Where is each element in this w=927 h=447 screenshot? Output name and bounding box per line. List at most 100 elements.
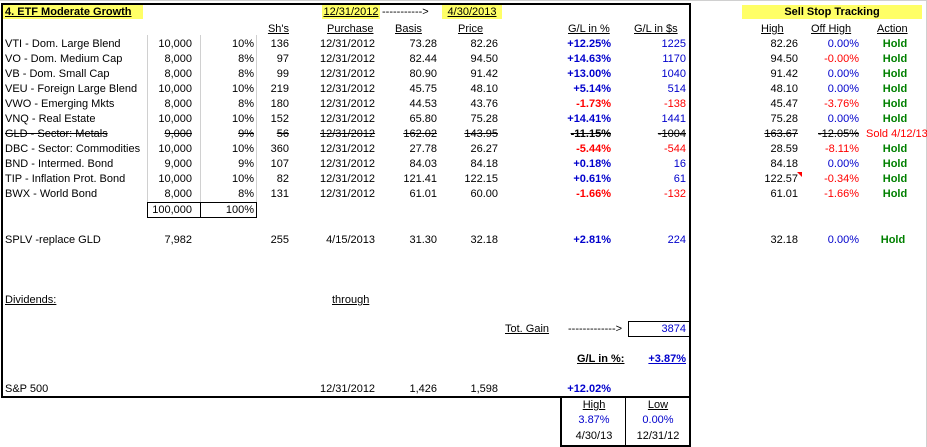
- cell-basis[interactable]: 27.78: [409, 143, 437, 155]
- cell-high[interactable]: 163.67: [764, 128, 798, 140]
- cell-off-high[interactable]: -0.34%: [824, 173, 859, 185]
- cell-high[interactable]: 28.59: [770, 143, 798, 155]
- cell-gl-pct[interactable]: -5.44%: [576, 143, 611, 155]
- cell-pct[interactable]: 8%: [238, 68, 254, 80]
- comment-indicator[interactable]: [797, 172, 802, 177]
- cell-gl-pct[interactable]: +14.63%: [567, 53, 611, 65]
- cell-pct[interactable]: 10%: [231, 113, 254, 125]
- replacement-basis[interactable]: 31.30: [409, 234, 437, 246]
- cell-price[interactable]: 60.00: [470, 188, 498, 200]
- cell-price[interactable]: 26.27: [470, 143, 498, 155]
- tot-gain-value[interactable]: 3874: [661, 323, 686, 335]
- cell-pct[interactable]: 9%: [238, 158, 254, 170]
- cell-name[interactable]: BWX - World Bond: [5, 188, 98, 200]
- cell-gl-pct[interactable]: +13.00%: [567, 68, 611, 80]
- cell-off-high[interactable]: -12.05%: [818, 128, 859, 140]
- cell-action[interactable]: Sold 4/12/13: [866, 128, 927, 140]
- replacement-amount[interactable]: 7,982: [164, 234, 192, 246]
- cell-amount[interactable]: 10,000: [158, 38, 192, 50]
- cell-amount[interactable]: 10,000: [158, 83, 192, 95]
- cell-amount[interactable]: 8,000: [164, 188, 192, 200]
- cell-pct[interactable]: 8%: [238, 53, 254, 65]
- replacement-purchase[interactable]: 4/15/2013: [326, 234, 375, 246]
- replacement-off-high[interactable]: 0.00%: [827, 234, 859, 246]
- portfolio-title[interactable]: 4. ETF Moderate Growth: [3, 5, 143, 19]
- cell-action[interactable]: Hold: [882, 158, 908, 170]
- through-label[interactable]: through: [332, 294, 370, 306]
- cell-amount[interactable]: 9,000: [164, 128, 192, 140]
- cell-high[interactable]: 45.47: [770, 98, 798, 110]
- cell-name[interactable]: DBC - Sector: Commodities: [5, 143, 141, 155]
- replacement-high[interactable]: 32.18: [770, 234, 798, 246]
- cell-amount[interactable]: 10,000: [158, 143, 192, 155]
- cell-basis[interactable]: 45.75: [409, 83, 437, 95]
- cell-shares[interactable]: 97: [276, 53, 289, 65]
- cell-gl-dollars[interactable]: 514: [667, 83, 686, 95]
- cell-gl-pct[interactable]: +12.25%: [567, 38, 611, 50]
- cell-gl-pct[interactable]: -1.73%: [576, 98, 611, 110]
- cell-purchase[interactable]: 12/31/2012: [320, 38, 376, 50]
- cell-off-high[interactable]: -3.76%: [824, 98, 859, 110]
- cell-purchase[interactable]: 12/31/2012: [320, 53, 376, 65]
- cell-shares[interactable]: 136: [270, 38, 289, 50]
- cell-amount[interactable]: 10,000: [158, 173, 192, 185]
- cell-price[interactable]: 84.18: [470, 158, 498, 170]
- cell-price[interactable]: 122.15: [464, 173, 498, 185]
- cell-gl-dollars[interactable]: -132: [663, 188, 686, 200]
- cell-gl-pct[interactable]: +0.61%: [573, 173, 611, 185]
- cell-amount[interactable]: 8,000: [164, 68, 192, 80]
- cell-basis[interactable]: 80.90: [409, 68, 437, 80]
- cell-name[interactable]: VEU - Foreign Large Blend: [5, 83, 138, 95]
- cell-gl-pct[interactable]: +14.41%: [567, 113, 611, 125]
- cell-action[interactable]: Hold: [882, 68, 908, 80]
- sp500-name[interactable]: S&P 500: [5, 383, 49, 395]
- low-value[interactable]: 0.00%: [642, 414, 674, 426]
- cell-purchase[interactable]: 12/31/2012: [320, 98, 376, 110]
- cell-price[interactable]: 43.76: [470, 98, 498, 110]
- cell-name[interactable]: VO - Dom. Medium Cap: [5, 53, 123, 65]
- cell-gl-pct[interactable]: +0.18%: [573, 158, 611, 170]
- cell-name[interactable]: GLD - Sector: Metals: [5, 128, 108, 140]
- cell-amount[interactable]: 8,000: [164, 98, 192, 110]
- cell-action[interactable]: Hold: [882, 143, 908, 155]
- cell-amount[interactable]: 9,000: [164, 158, 192, 170]
- high-label[interactable]: High: [582, 399, 606, 411]
- cell-shares[interactable]: 360: [270, 143, 289, 155]
- cell-gl-dollars[interactable]: 61: [673, 173, 686, 185]
- cell-basis[interactable]: 121.41: [403, 173, 437, 185]
- cell-price[interactable]: 143.95: [464, 128, 498, 140]
- cell-name[interactable]: BND - Intermed. Bond: [5, 158, 114, 170]
- cell-gl-pct[interactable]: -1.66%: [576, 188, 611, 200]
- total-pct[interactable]: 100%: [225, 204, 254, 216]
- cell-gl-pct[interactable]: -11.15%: [570, 128, 611, 140]
- cell-basis[interactable]: 162.02: [403, 128, 437, 140]
- cell-high[interactable]: 94.50: [770, 53, 798, 65]
- cell-action[interactable]: Hold: [882, 53, 908, 65]
- cell-purchase[interactable]: 12/31/2012: [320, 173, 376, 185]
- cell-high[interactable]: 48.10: [770, 83, 798, 95]
- dividends-label[interactable]: Dividends:: [5, 294, 57, 306]
- cell-pct[interactable]: 10%: [231, 173, 254, 185]
- sp500-gl-pct[interactable]: +12.02%: [567, 383, 611, 395]
- cell-shares[interactable]: 219: [270, 83, 289, 95]
- cell-off-high[interactable]: 0.00%: [827, 68, 859, 80]
- cell-name[interactable]: VB - Dom. Small Cap: [5, 68, 110, 80]
- cell-shares[interactable]: 82: [276, 173, 289, 185]
- cell-purchase[interactable]: 12/31/2012: [320, 68, 376, 80]
- cell-name[interactable]: VNQ - Real Estate: [5, 113, 96, 125]
- cell-shares[interactable]: 99: [276, 68, 289, 80]
- cell-shares[interactable]: 56: [276, 128, 289, 140]
- gl-pct-summary-value[interactable]: +3.87%: [648, 353, 686, 365]
- cell-off-high[interactable]: 0.00%: [827, 83, 859, 95]
- cell-pct[interactable]: 10%: [231, 83, 254, 95]
- cell-name[interactable]: TIP - Inflation Prot. Bond: [5, 173, 126, 185]
- cell-basis[interactable]: 84.03: [409, 158, 437, 170]
- cell-basis[interactable]: 82.44: [409, 53, 437, 65]
- cell-purchase[interactable]: 12/31/2012: [320, 158, 376, 170]
- cell-shares[interactable]: 180: [270, 98, 289, 110]
- cell-pct[interactable]: 8%: [238, 188, 254, 200]
- cell-action[interactable]: Hold: [882, 83, 908, 95]
- tot-gain-label[interactable]: Tot. Gain: [505, 323, 550, 335]
- cell-gl-dollars[interactable]: -1004: [657, 128, 686, 140]
- cell-pct[interactable]: 8%: [238, 98, 254, 110]
